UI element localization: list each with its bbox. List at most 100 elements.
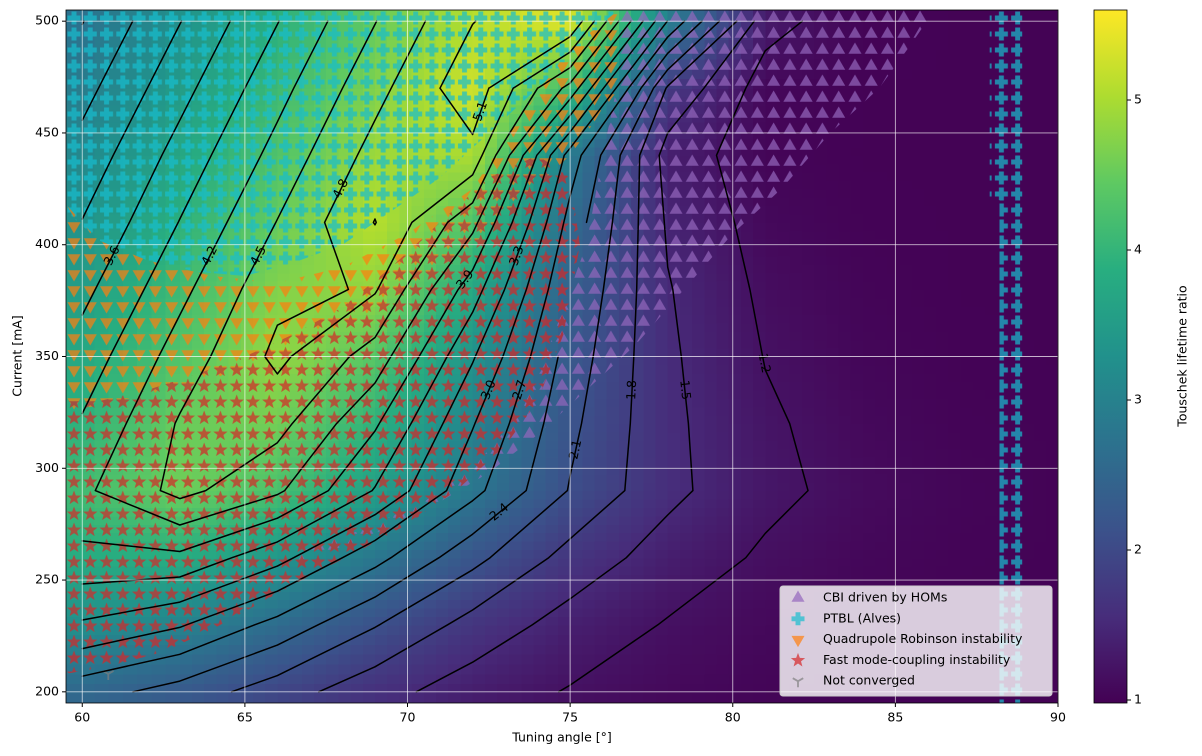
heatmap-cell bbox=[826, 356, 840, 366]
heatmap-cell bbox=[948, 373, 962, 383]
heatmap-cell bbox=[826, 264, 840, 274]
heatmap-cell bbox=[192, 683, 205, 694]
heatmap-cell bbox=[435, 591, 449, 601]
heatmap-cell bbox=[692, 390, 705, 400]
heatmap-cell bbox=[801, 499, 815, 508]
heatmap-cell bbox=[545, 673, 559, 685]
heatmap-cell bbox=[460, 582, 474, 592]
heatmap-cell bbox=[753, 524, 766, 534]
heatmap-cell bbox=[484, 624, 498, 636]
heatmap-cell bbox=[679, 693, 693, 703]
heatmap-cell bbox=[165, 693, 181, 703]
heatmap-cell bbox=[911, 557, 925, 567]
heatmap-cell bbox=[887, 566, 901, 576]
heatmap-cell bbox=[911, 289, 925, 299]
heatmap-cell bbox=[496, 490, 510, 500]
heatmap-cell bbox=[801, 197, 815, 207]
heatmap-cell bbox=[923, 348, 937, 358]
heatmap-cell bbox=[643, 607, 657, 617]
heatmap-cell bbox=[655, 549, 669, 559]
heatmap-cell bbox=[740, 654, 754, 665]
heatmap-cell bbox=[838, 431, 852, 441]
heatmap-cell bbox=[362, 673, 376, 685]
heatmap-cell bbox=[679, 431, 693, 441]
heatmap-cell bbox=[923, 549, 937, 559]
heatmap-cell bbox=[753, 591, 766, 601]
heatmap-cell bbox=[165, 683, 181, 694]
heatmap-cell bbox=[765, 549, 779, 559]
heatmap-cell bbox=[875, 482, 888, 492]
heatmap-cell bbox=[728, 591, 742, 601]
heatmap-cell bbox=[704, 574, 718, 584]
heatmap-cell bbox=[850, 381, 864, 391]
heatmap-cell bbox=[387, 634, 400, 645]
heatmap-cell bbox=[753, 515, 766, 525]
heatmap-cell bbox=[862, 423, 876, 433]
heatmap-cell bbox=[923, 448, 937, 458]
heatmap-cell bbox=[984, 507, 998, 517]
heatmap-cell bbox=[484, 155, 498, 165]
heatmap-cell bbox=[972, 507, 986, 517]
heatmap-cell bbox=[570, 624, 583, 636]
heatmap-cell bbox=[887, 322, 901, 332]
heatmap-cell bbox=[253, 634, 266, 645]
heatmap-cell bbox=[814, 406, 827, 416]
heatmap-cell bbox=[716, 247, 730, 257]
heatmap-cell bbox=[137, 654, 152, 665]
heatmap-cell bbox=[765, 356, 779, 366]
heatmap-cell bbox=[948, 415, 962, 425]
heatmap-cell bbox=[936, 264, 949, 274]
heatmap-cell bbox=[460, 163, 474, 173]
heatmap-cell bbox=[753, 693, 766, 703]
heatmap-cell bbox=[972, 465, 986, 475]
heatmap-cell bbox=[1021, 465, 1035, 475]
heatmap-cell bbox=[533, 624, 547, 636]
heatmap-cell bbox=[655, 322, 669, 332]
heatmap-cell bbox=[1045, 465, 1058, 475]
heatmap-cell bbox=[350, 693, 364, 703]
heatmap-cell bbox=[631, 339, 644, 349]
heatmap-cell bbox=[740, 364, 754, 374]
heatmap-cell bbox=[948, 465, 962, 475]
heatmap-cell bbox=[582, 440, 596, 450]
heatmap-cell bbox=[557, 515, 571, 525]
heatmap-cell bbox=[338, 239, 352, 249]
heatmap-cell bbox=[448, 557, 461, 567]
heatmap-cell bbox=[911, 507, 925, 517]
heatmap-cell bbox=[704, 348, 718, 358]
heatmap-cell bbox=[557, 607, 571, 617]
heatmap-cell bbox=[509, 582, 522, 592]
heatmap-cell bbox=[1021, 549, 1035, 559]
heatmap-cell bbox=[204, 634, 218, 645]
heatmap-cell bbox=[399, 591, 413, 601]
heatmap-cell bbox=[667, 624, 681, 636]
heatmap-cell bbox=[423, 607, 437, 617]
heatmap-cell bbox=[887, 281, 901, 291]
heatmap-cell bbox=[667, 540, 681, 550]
heatmap-cell bbox=[496, 574, 510, 584]
heatmap-cell bbox=[667, 339, 681, 349]
heatmap-cell bbox=[789, 289, 803, 299]
heatmap-cell bbox=[753, 381, 766, 391]
heatmap-cell bbox=[972, 440, 986, 450]
heatmap-cell bbox=[399, 616, 413, 626]
heatmap-cell bbox=[838, 289, 852, 299]
heatmap-cell bbox=[265, 663, 279, 675]
heatmap-cell bbox=[448, 634, 461, 645]
heatmap-cell bbox=[716, 591, 730, 601]
heatmap-cell bbox=[862, 415, 876, 425]
heatmap-cell bbox=[972, 373, 986, 383]
heatmap-cell bbox=[240, 624, 254, 636]
heatmap-cell bbox=[631, 515, 644, 525]
heatmap-cell bbox=[765, 431, 779, 441]
heatmap-cell bbox=[350, 673, 364, 685]
heatmap-cell bbox=[350, 624, 364, 636]
heatmap-cell bbox=[618, 599, 632, 609]
heatmap-cell bbox=[875, 406, 888, 416]
heatmap-cell bbox=[826, 272, 840, 282]
heatmap-cell bbox=[826, 557, 840, 567]
heatmap-cell bbox=[948, 297, 962, 307]
heatmap-cell bbox=[972, 499, 986, 508]
heatmap-cell bbox=[631, 574, 644, 584]
heatmap-cell bbox=[435, 654, 449, 665]
